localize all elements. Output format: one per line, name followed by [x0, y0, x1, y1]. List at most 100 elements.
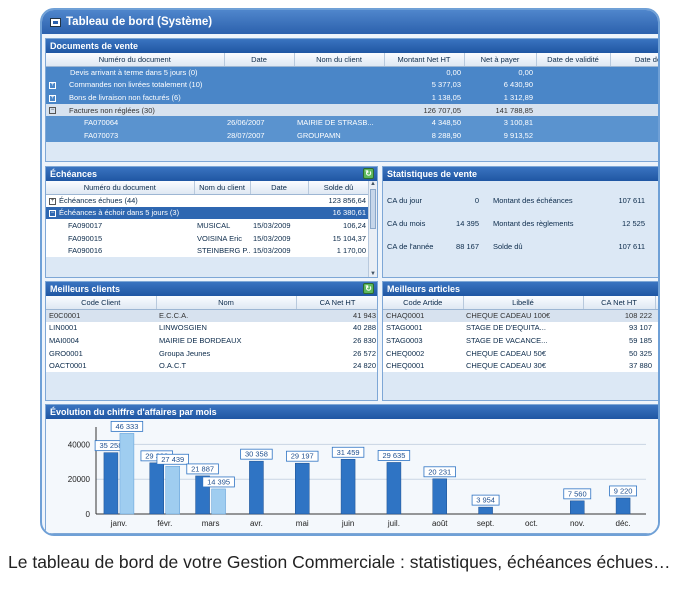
cell-montant-ht: 0,00	[384, 66, 464, 79]
cell-nom: Groupa Jeunes	[156, 346, 296, 360]
column-header[interactable]: Numéro du document	[46, 53, 225, 67]
table-row[interactable]: STAG0003 STAGE DE VACANCE... 59 185	[383, 334, 658, 347]
table-row[interactable]: OACT0001 O.A.C.T 24 820	[46, 359, 377, 372]
cell-solde: 15 104,37	[308, 231, 369, 245]
column-header[interactable]: Code Client	[46, 296, 157, 310]
stat-value: 107 611	[618, 196, 645, 205]
column-header[interactable]: Date de validité	[536, 53, 611, 67]
refresh-icon[interactable]: ↻	[363, 168, 374, 179]
table-row[interactable]: STAG0001 STAGE DE D'EQUITA... 93 107	[383, 321, 658, 335]
cell-date: 15/03/2009	[250, 244, 308, 257]
cell-net-a-payer: 9 913,52	[464, 128, 536, 142]
panel-title-text: Meilleurs articles	[387, 284, 461, 294]
cell-net-a-payer: 6 430,90	[464, 78, 536, 92]
table-row[interactable]: CHEQ0001 CHEQUE CADEAU 30€ 37 880	[383, 359, 658, 372]
cell-code: LIN0001	[46, 321, 156, 335]
row-label: Commandes non livrées totalement (10)	[69, 80, 203, 90]
cell-libelle: STAGE DE D'EQUITA...	[463, 321, 583, 335]
cell-date: 15/03/2009	[250, 219, 308, 232]
x-tick-label: juil.	[387, 519, 400, 528]
collapse-icon[interactable]: −	[49, 107, 56, 115]
expand-icon[interactable]: +	[49, 81, 56, 89]
cell-net-a-payer: 1 312,89	[464, 91, 536, 104]
column-header[interactable]: Date	[224, 53, 295, 67]
window-title: Tableau de bord (Système)	[66, 16, 213, 28]
table-row[interactable]: FA070064 26/06/2007 MAIRIE DE STRASB... …	[46, 116, 658, 129]
column-header[interactable]: Montant Net HT	[384, 53, 465, 67]
table-row[interactable]: + Commandes non livrées totalement (10) 5…	[46, 78, 658, 92]
table-row[interactable]: + Bons de livraison non facturés (6) 1 13…	[46, 91, 658, 104]
table-row[interactable]: FA090017 MUSICAL 15/03/2009 106,24	[46, 219, 369, 232]
table-row[interactable]: FA090015 VOISINA Eric 15/03/2009 15 104,…	[46, 231, 369, 245]
row-label: Devis arrivant à terme dans 5 jours (0)	[46, 66, 224, 79]
table-row[interactable]: Devis arrivant à terme dans 5 jours (0) …	[46, 66, 658, 79]
scroll-up-icon[interactable]: ▲	[370, 181, 376, 187]
row-label: Échéances à échoir dans 5 jours (3)	[59, 208, 180, 218]
stat-label: Montant des règlements	[493, 219, 574, 228]
column-header[interactable]: Nom	[156, 296, 297, 310]
x-tick-label: janv.	[110, 519, 127, 528]
expand-icon[interactable]: +	[49, 94, 56, 102]
x-tick-label: déc.	[616, 519, 631, 528]
table-row[interactable]: CHEQ0002 CHEQUE CADEAU 50€ 50 325	[383, 346, 658, 360]
column-header[interactable]: Nom du client	[194, 181, 251, 195]
table-row[interactable]: FA070073 28/07/2007 GROUPAMN 8 288,90 9 …	[46, 128, 658, 142]
table-row[interactable]: MAI0004 MAIRIE DE BORDEAUX 26 830	[46, 334, 377, 347]
table-row[interactable]: LIN0001 LINWOSGIEN 40 288	[46, 321, 377, 335]
table-row[interactable]: E0C0001 E.C.C.A. 41 943	[46, 309, 377, 322]
column-header[interactable]: Date	[250, 181, 309, 195]
data-label-box	[331, 446, 365, 458]
cell-net-a-payer: 3 100,81	[464, 116, 536, 129]
cell-montant-ht: 4 348,50	[384, 116, 464, 129]
cell-montant-ht: 5 377,03	[384, 78, 464, 92]
stat-row: CA du mois 14 395 Montant des règlements…	[387, 212, 654, 235]
stat-value: 88 167	[456, 242, 479, 251]
table-row[interactable]: + Échéances échues (44) 123 856,64	[46, 194, 369, 207]
cell-net-a-payer: 141 788,85	[464, 103, 536, 117]
table-row[interactable]: FA090016 STEINBERG P... 15/03/2009 1 170…	[46, 244, 369, 257]
data-label: 27 439	[161, 455, 184, 464]
column-header[interactable]: Solde dû	[308, 181, 370, 195]
column-header[interactable]: CA Net HT	[296, 296, 377, 310]
column-header[interactable]: Code Artide	[383, 296, 464, 310]
bar	[615, 497, 631, 515]
cell-num: FA090016	[46, 244, 194, 257]
meilleurs-clients-panel: Meilleurs clients ↻ Code Client Nom CA Ne…	[45, 281, 378, 401]
collapse-icon[interactable]: −	[49, 209, 56, 217]
column-header[interactable]: Numéro du document	[46, 181, 195, 195]
cell-montant-ht: 126 707,05	[384, 103, 464, 117]
echeances-table: Numéro du document Nom du client Date So…	[46, 181, 370, 257]
cell-montant-ht: 1 138,05	[384, 91, 464, 104]
data-label: 29 635	[382, 451, 405, 460]
scroll-down-icon[interactable]: ▼	[370, 271, 376, 277]
meilleurs-clients-table: Code Client Nom CA Net HT E0C0001 E.C.C.A…	[46, 296, 377, 372]
table-row[interactable]: − Échéances à échoir dans 5 jours (3) 16 …	[46, 206, 369, 220]
table-row[interactable]: − Factures non réglées (30) 126 707,05 14…	[46, 103, 658, 117]
table-row[interactable]: CHAQ0001 CHEQUE CADEAU 100€ 108 222	[383, 309, 658, 322]
column-header[interactable]: Nom du client	[294, 53, 385, 67]
panel-title-text: Statistiques de vente	[387, 169, 478, 179]
column-header[interactable]: CA Net HT	[583, 296, 656, 310]
cell-code: CHAQ0001	[383, 309, 463, 322]
cell-date: 26/06/2007	[224, 116, 294, 129]
data-label-box	[563, 488, 592, 500]
stat-value: 12 525	[622, 219, 645, 228]
scroll-thumb[interactable]	[370, 189, 376, 229]
echeances-scrollbar[interactable]: ▲ ▼	[368, 181, 377, 277]
x-tick-label: mars	[202, 519, 220, 528]
table-row[interactable]: GRO0001 Groupa Jeunes 26 572	[46, 346, 377, 360]
column-header[interactable]: Libellé	[463, 296, 584, 310]
column-header[interactable]: Net à payer	[464, 53, 537, 67]
bar	[103, 452, 119, 515]
refresh-icon[interactable]: ↻	[363, 283, 374, 294]
data-label: 3 954	[476, 496, 495, 505]
stat-label: Solde dû	[493, 242, 523, 251]
panel-title-text: Échéances	[50, 169, 98, 179]
bar	[386, 462, 402, 515]
column-header[interactable]: Date de	[610, 53, 658, 67]
cell-code: MAI0004	[46, 334, 156, 347]
statistiques-vente-panel: Statistiques de vente CA du jour 0 Monta…	[382, 166, 658, 278]
stat-value: 14 395	[456, 219, 479, 228]
expand-icon[interactable]: +	[49, 197, 56, 205]
